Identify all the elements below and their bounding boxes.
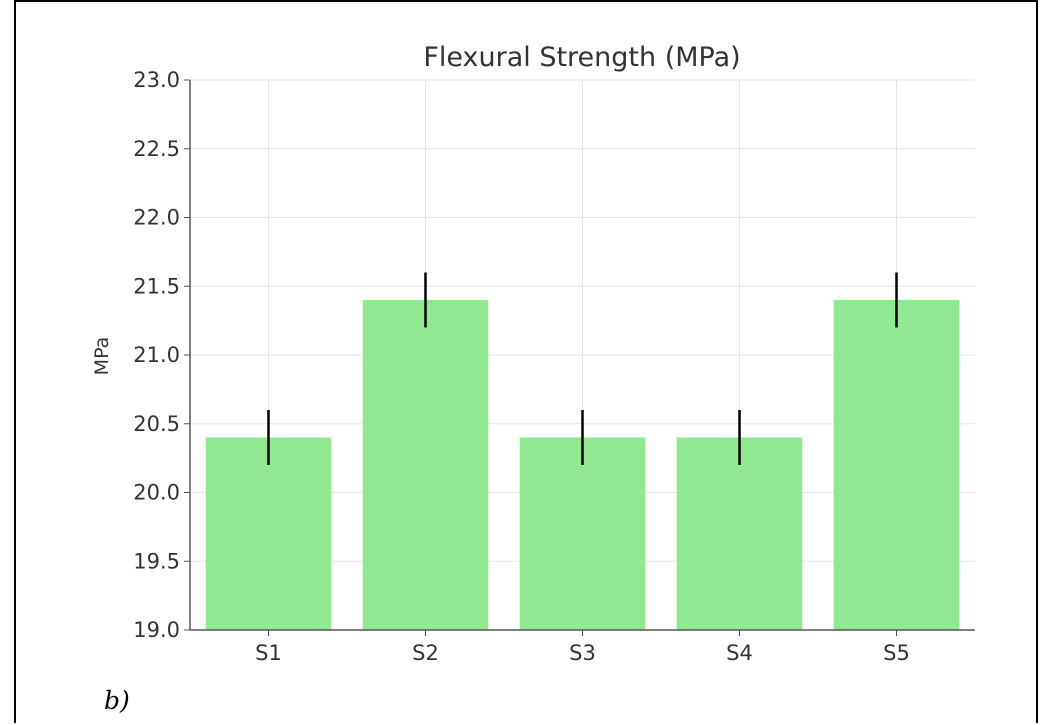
y-tick-label: 19.5: [133, 549, 180, 573]
y-tick-label: 20.5: [133, 412, 180, 436]
bar-s1: [205, 437, 332, 630]
x-tick-labels: S1 S2 S3 S4 S5: [255, 641, 910, 665]
y-tick-label: 20.0: [133, 481, 180, 505]
y-axis-label: MPa: [91, 337, 113, 376]
chart-title: Flexural Strength (MPa): [423, 42, 740, 73]
panel-label: b): [104, 686, 130, 715]
x-tick-label: S1: [255, 641, 282, 665]
bar-s3: [519, 437, 646, 630]
y-tick-label: 22.5: [133, 137, 180, 161]
bar-s2: [362, 300, 489, 630]
bar-s5: [833, 300, 960, 630]
y-tick-label: 19.0: [133, 618, 180, 642]
x-tick-label: S5: [883, 641, 910, 665]
axes: [184, 79, 975, 636]
y-tick-labels: 19.0 19.5 20.0 20.5 21.0 21.5 22.0 22.5 23.0: [133, 68, 180, 642]
y-tick-label: 21.0: [133, 343, 180, 367]
x-tick-label: S2: [412, 641, 439, 665]
bar-s4: [676, 437, 803, 630]
y-tick-label: 22.0: [133, 206, 180, 230]
x-tick-label: S3: [569, 641, 596, 665]
x-tick-label: S4: [726, 641, 753, 665]
bars: [205, 300, 960, 630]
y-tick-label: 21.5: [133, 274, 180, 298]
figure-frame: [14, 0, 1038, 723]
error-bars: [267, 272, 898, 465]
y-tick-label: 23.0: [133, 68, 180, 92]
